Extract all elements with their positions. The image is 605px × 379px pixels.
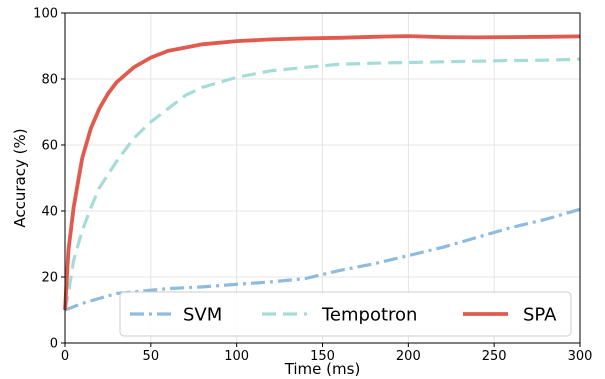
legend-box [119, 291, 572, 337]
y-axis-label: Accuracy (%) [11, 128, 29, 227]
series-line-spa [63, 34, 581, 311]
y-tick-label: 80 [41, 73, 58, 88]
y-tick-label: 60 [41, 139, 58, 154]
legend-label-tempotron: Tempotron [321, 305, 417, 326]
y-tick-label: 0 [50, 337, 58, 352]
x-tick-label: 250 [482, 349, 507, 364]
series-line-tempotron [63, 57, 581, 311]
x-tick-label: 50 [143, 349, 160, 364]
x-tick-label: 0 [61, 349, 69, 364]
legend-label-spa: SPA [523, 305, 557, 326]
y-tick-label: 20 [41, 271, 58, 286]
ticks: 0 50 100 150 200 250 300 0 20 40 60 80 100 [33, 7, 592, 365]
x-tick-label: 100 [224, 349, 249, 364]
x-tick-label: 300 [568, 349, 593, 364]
legend-label-svm: SVM [183, 305, 222, 326]
y-tick-label: 100 [33, 7, 58, 22]
x-tick-label: 150 [310, 349, 335, 364]
series-layer [63, 34, 581, 312]
x-tick-label: 200 [396, 349, 421, 364]
y-tick-label: 40 [41, 205, 58, 220]
series-line-svm [64, 207, 581, 312]
x-axis-label: Time (ms) [284, 360, 361, 378]
legend: SVM Tempotron SPA [119, 291, 572, 337]
